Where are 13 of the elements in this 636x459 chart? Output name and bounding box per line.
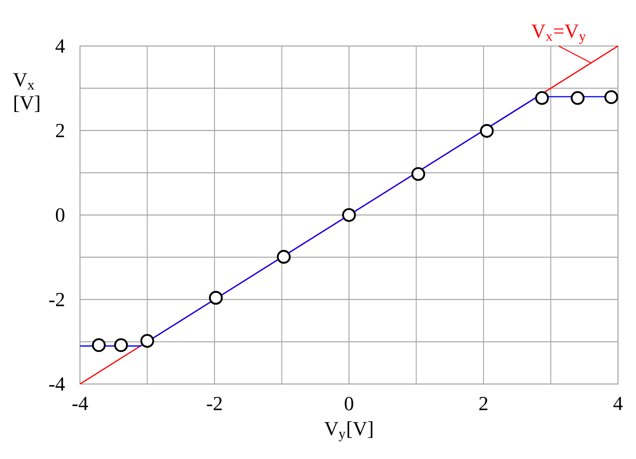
x-tick-label: 4 bbox=[613, 396, 623, 410]
y-tick-label: -2 bbox=[49, 292, 64, 306]
y-axis-title: V$_{x}$ [V] bbox=[13, 73, 40, 112]
y-tick-label: 0 bbox=[56, 208, 64, 222]
annotation: V$_{x}$=V$_{y}$ bbox=[531, 24, 586, 44]
x-tick-label: 2 bbox=[479, 396, 488, 410]
x-tick-label: -4 bbox=[72, 396, 88, 410]
y-tick-label: 2 bbox=[56, 124, 64, 138]
y-tick-label: -4 bbox=[49, 377, 65, 391]
y-tick-label: 4 bbox=[56, 39, 65, 53]
x-tick-label: -2 bbox=[206, 396, 222, 410]
x-axis-title: V$_{y}$[V] bbox=[324, 421, 372, 442]
x-tick-label: 0 bbox=[344, 396, 354, 410]
